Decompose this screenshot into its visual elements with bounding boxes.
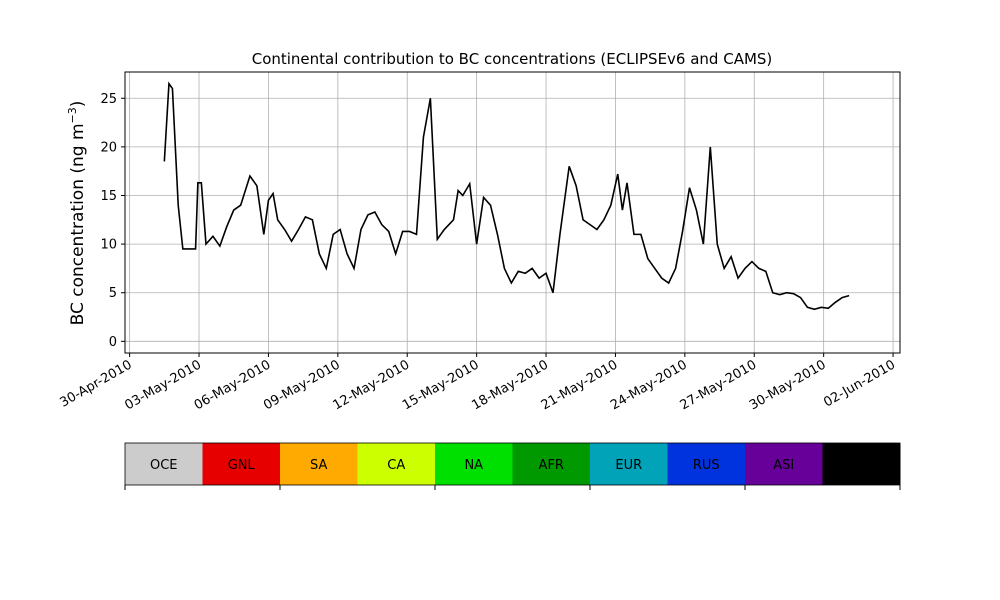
legend-label-afr: AFR xyxy=(539,458,564,473)
y-tick-label: 10 xyxy=(100,238,117,253)
legend-label-sa: SA xyxy=(310,458,327,473)
y-axis-label-close: ) xyxy=(68,101,88,108)
legend-swatch-afr xyxy=(512,443,591,485)
legend-frame xyxy=(124,442,901,486)
legend-swatch-sa xyxy=(280,443,358,485)
y-axis-label-main: BC concentration (ng m xyxy=(68,123,88,325)
y-axis-label: BC concentration (ng m−3) xyxy=(66,101,88,326)
y-tick-label: 15 xyxy=(100,189,117,204)
legend-label-ca: CA xyxy=(387,458,405,473)
grid-lines xyxy=(125,72,900,353)
legend-swatch-aus xyxy=(822,443,901,485)
legend-label-na: NA xyxy=(464,458,483,473)
legend-label-asi: ASI xyxy=(773,458,794,473)
legend-label-rus: RUS xyxy=(693,458,720,473)
legend-swatch-na xyxy=(435,443,513,485)
legend-swatch-eur xyxy=(590,443,668,485)
plot-frame xyxy=(124,71,901,354)
legend-label-eur: EUR xyxy=(615,458,642,473)
y-axis: 0 5 10 15 20 25 xyxy=(100,92,125,350)
y-tick-label: 25 xyxy=(100,92,117,107)
legend-swatch-ca xyxy=(357,443,436,485)
y-axis-label-exponent: −3 xyxy=(66,107,79,123)
plot-area xyxy=(124,71,901,354)
chart-title: Continental contribution to BC concentra… xyxy=(252,50,773,68)
legend-swatch-asi xyxy=(745,443,823,485)
total-line xyxy=(163,81,850,311)
y-tick-label: 20 xyxy=(100,140,117,155)
total-outline xyxy=(163,81,850,311)
y-tick-label: 5 xyxy=(109,286,117,301)
legend-swatch-gnl xyxy=(202,443,281,485)
legend-label-gnl: GNL xyxy=(228,458,256,473)
legend-swatch-rus xyxy=(667,443,746,485)
legend-swatch-oce xyxy=(125,443,203,485)
color-legend: OCE GNL SA CA NA AFR EUR RUS ASI AUS xyxy=(124,442,901,490)
legend-label-aus: AUS xyxy=(848,458,875,473)
legend-label-oce: OCE xyxy=(150,458,178,473)
y-tick-label: 0 xyxy=(109,335,117,350)
